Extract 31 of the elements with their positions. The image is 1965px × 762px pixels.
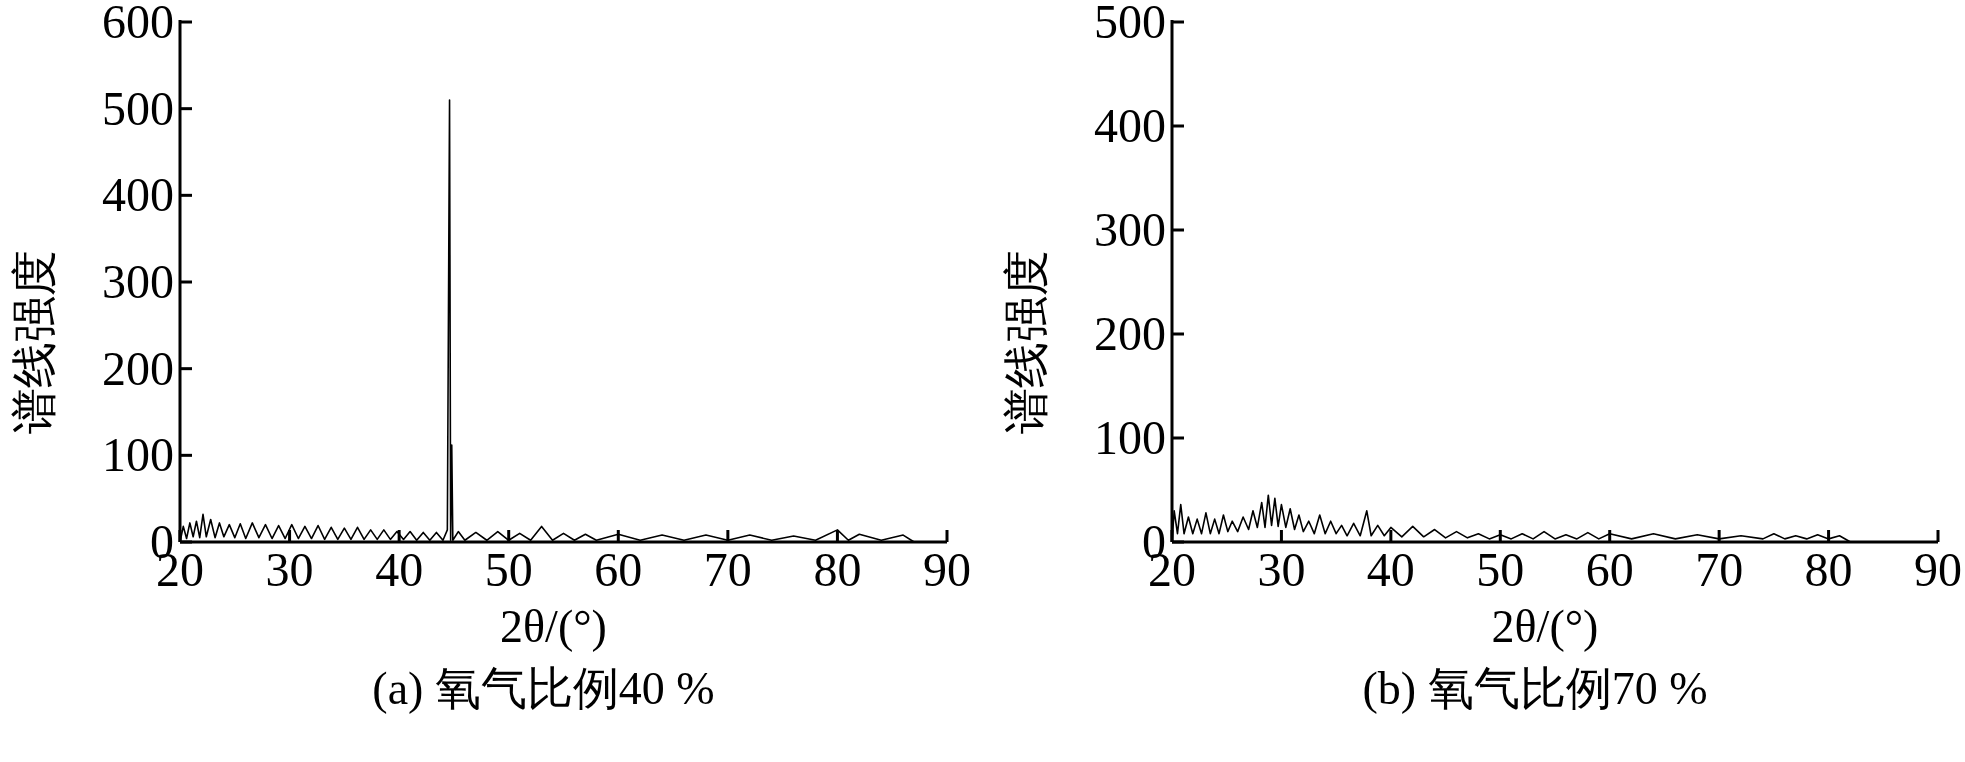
- x-tick-label: 90: [1914, 543, 1962, 596]
- x-tick-label: 70: [703, 543, 752, 596]
- x-tick-label: 90: [923, 543, 971, 596]
- x-tick-label: 50: [484, 543, 533, 596]
- y-axis-title: 谱线强度: [9, 250, 60, 434]
- y-tick-label: 500: [102, 81, 174, 135]
- x-tick-label: 30: [1257, 543, 1306, 596]
- y-tick-label: 300: [1094, 203, 1166, 256]
- x-axis-title: 2θ/(°): [500, 601, 607, 652]
- x-tick-label: 80: [813, 543, 862, 596]
- x-tick-label: 30: [265, 543, 314, 596]
- y-axis-title: 谱线强度: [1001, 250, 1052, 434]
- text: (a) 氧气比例40 %: [372, 663, 715, 714]
- y-tick-label: 100: [102, 428, 174, 482]
- y-tick-label: 200: [102, 341, 174, 395]
- y-tick-label: 300: [102, 255, 174, 308]
- x-tick-label: 80: [1804, 543, 1853, 596]
- x-tick-label: 70: [1695, 543, 1744, 596]
- x-tick-label: 40: [375, 543, 424, 596]
- x-axis-title: 2θ/(°): [1491, 601, 1599, 652]
- x-tick-label: 60: [594, 543, 643, 596]
- x-tick-label: 60: [1585, 543, 1634, 596]
- y-tick-label: 100: [1094, 411, 1166, 464]
- y-tick-label: 200: [1094, 307, 1166, 360]
- y-tick-label: 400: [1094, 99, 1166, 152]
- text: (b) 氧气比例70 %: [1362, 663, 1708, 714]
- y-tick-label: 500: [1094, 0, 1166, 48]
- y-tick-label: 400: [102, 168, 174, 222]
- x-tick-label: 40: [1366, 543, 1415, 596]
- x-tick-label: 50: [1476, 543, 1525, 596]
- y-tick-label: 600: [102, 0, 174, 48]
